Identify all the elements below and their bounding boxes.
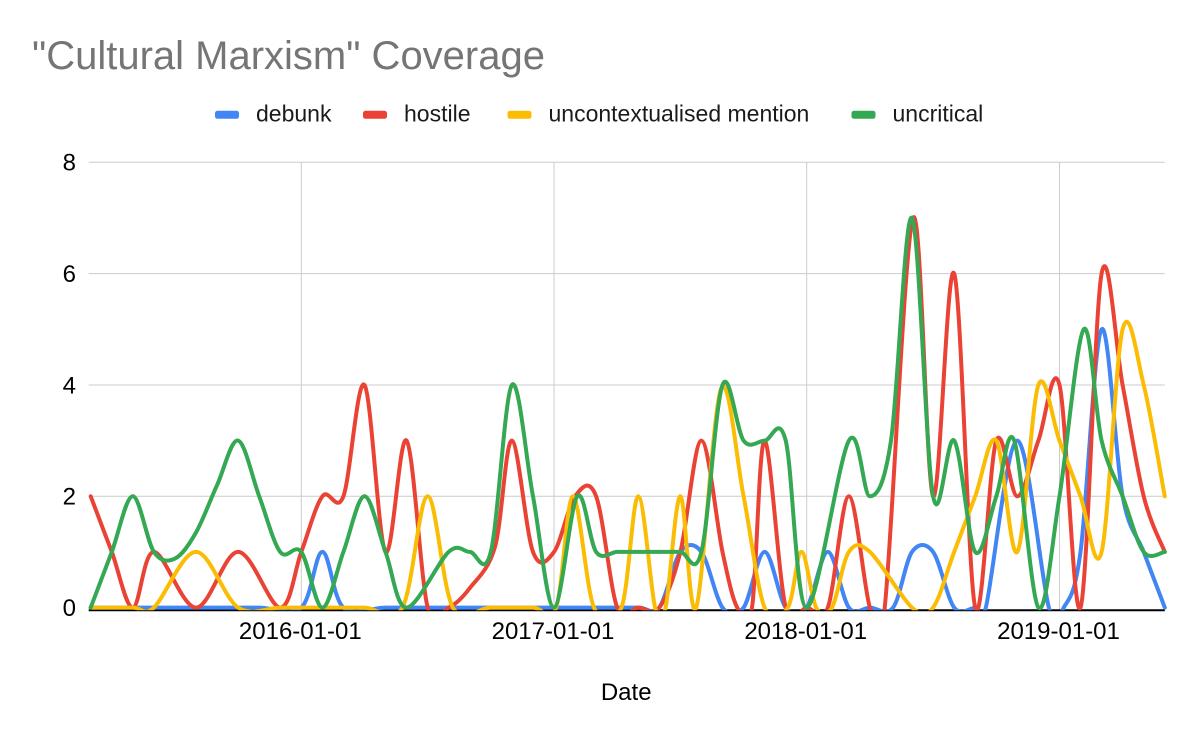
svg-text:2018-01-01: 2018-01-01: [744, 618, 867, 645]
svg-text:2: 2: [63, 484, 76, 511]
svg-text:4: 4: [63, 372, 76, 399]
svg-text:uncontextualised mention: uncontextualised mention: [549, 100, 810, 126]
svg-text:debunk: debunk: [256, 100, 332, 126]
svg-text:"Cultural Marxism" Coverage: "Cultural Marxism" Coverage: [32, 34, 545, 78]
svg-text:2017-01-01: 2017-01-01: [492, 618, 615, 645]
svg-text:0: 0: [63, 595, 76, 622]
svg-text:2016-01-01: 2016-01-01: [239, 618, 362, 645]
svg-text:8: 8: [63, 150, 76, 177]
svg-text:2019-01-01: 2019-01-01: [997, 618, 1120, 645]
svg-text:Date: Date: [601, 679, 652, 706]
svg-text:uncritical: uncritical: [893, 100, 984, 126]
svg-text:6: 6: [63, 261, 76, 288]
svg-text:hostile: hostile: [404, 100, 470, 126]
